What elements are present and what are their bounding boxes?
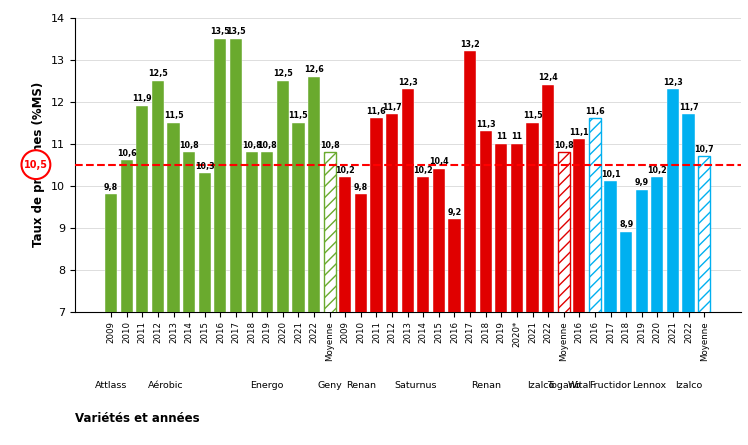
Text: 10,6: 10,6 (117, 149, 137, 158)
Text: 11,5: 11,5 (289, 111, 308, 120)
Bar (511, 144, 523, 445)
Bar (339, 177, 352, 445)
Bar (464, 51, 476, 445)
Text: 12,5: 12,5 (148, 69, 168, 78)
Bar (355, 194, 367, 445)
Text: Geny: Geny (317, 381, 342, 390)
Bar (152, 81, 164, 445)
Bar (589, 118, 601, 445)
Text: 11,7: 11,7 (678, 103, 699, 112)
Text: 10,5: 10,5 (24, 160, 48, 170)
Bar (261, 152, 273, 445)
Bar (620, 232, 632, 445)
Text: 10,1: 10,1 (601, 170, 620, 179)
Text: 11,3: 11,3 (476, 120, 495, 129)
Text: 13,5: 13,5 (226, 27, 246, 36)
Text: Attlass: Attlass (95, 381, 127, 390)
Text: 10,3: 10,3 (195, 162, 215, 170)
Text: Izalco: Izalco (527, 381, 554, 390)
Bar (308, 77, 320, 445)
Bar (168, 123, 180, 445)
Text: Wital: Wital (567, 381, 592, 390)
Text: 10,8: 10,8 (242, 141, 262, 150)
Text: 10,8: 10,8 (180, 141, 199, 150)
Bar (667, 89, 679, 445)
Text: Fructidor: Fructidor (589, 381, 631, 390)
Text: 12,5: 12,5 (273, 69, 292, 78)
Bar (183, 152, 195, 445)
Bar (604, 182, 616, 445)
Text: 9,8: 9,8 (354, 182, 368, 191)
Bar (448, 219, 461, 445)
Text: 10,8: 10,8 (257, 141, 277, 150)
Text: 10,2: 10,2 (414, 166, 433, 175)
Text: 9,2: 9,2 (447, 208, 462, 217)
Bar (136, 106, 148, 445)
Text: Variétés et années: Variétés et années (75, 412, 200, 425)
Bar (386, 114, 398, 445)
Bar (370, 118, 382, 445)
Text: 11,7: 11,7 (382, 103, 402, 112)
Text: 10,8: 10,8 (554, 141, 574, 150)
Text: 11,5: 11,5 (164, 111, 183, 120)
Bar (652, 177, 663, 445)
Bar (214, 39, 227, 445)
Text: 10,2: 10,2 (335, 166, 355, 175)
Bar (698, 156, 711, 445)
Bar (402, 89, 414, 445)
Text: Togano: Togano (547, 381, 580, 390)
Text: 9,9: 9,9 (635, 178, 649, 187)
Text: 11,1: 11,1 (569, 128, 589, 137)
Text: 13,5: 13,5 (211, 27, 230, 36)
Bar (277, 81, 289, 445)
Text: Renan: Renan (346, 381, 375, 390)
Bar (105, 194, 117, 445)
Bar (199, 173, 211, 445)
Bar (417, 177, 429, 445)
Text: Energo: Energo (251, 381, 284, 390)
Bar (230, 39, 242, 445)
Bar (479, 131, 491, 445)
Text: 10,4: 10,4 (429, 158, 449, 166)
Text: 13,2: 13,2 (460, 40, 480, 49)
Y-axis label: Taux de protéines (%MS): Taux de protéines (%MS) (32, 82, 46, 247)
Bar (542, 85, 554, 445)
Text: 11,6: 11,6 (585, 107, 604, 116)
Text: Izalco: Izalco (675, 381, 702, 390)
Bar (636, 190, 648, 445)
Bar (557, 152, 570, 445)
Text: 11: 11 (496, 132, 507, 141)
Text: 11,9: 11,9 (132, 94, 152, 103)
Text: 10,2: 10,2 (648, 166, 667, 175)
Text: 12,6: 12,6 (304, 65, 324, 74)
Text: 10,7: 10,7 (694, 145, 714, 154)
Text: 11,6: 11,6 (367, 107, 386, 116)
Text: 11: 11 (512, 132, 522, 141)
Bar (324, 152, 336, 445)
Bar (433, 169, 445, 445)
Text: Lennox: Lennox (633, 381, 666, 390)
Text: Saturnus: Saturnus (394, 381, 437, 390)
Bar (292, 123, 304, 445)
Text: Aérobic: Aérobic (148, 381, 183, 390)
Text: 12,3: 12,3 (398, 77, 417, 87)
Text: 9,8: 9,8 (104, 182, 118, 191)
Bar (120, 161, 133, 445)
Bar (527, 123, 539, 445)
Text: 11,5: 11,5 (523, 111, 542, 120)
Bar (245, 152, 258, 445)
Text: 12,4: 12,4 (539, 73, 558, 82)
Text: 8,9: 8,9 (619, 220, 634, 229)
Bar (495, 144, 507, 445)
Text: Renan: Renan (470, 381, 500, 390)
Text: 10,8: 10,8 (319, 141, 340, 150)
Bar (573, 139, 586, 445)
Text: 12,3: 12,3 (663, 77, 683, 87)
Bar (682, 114, 695, 445)
